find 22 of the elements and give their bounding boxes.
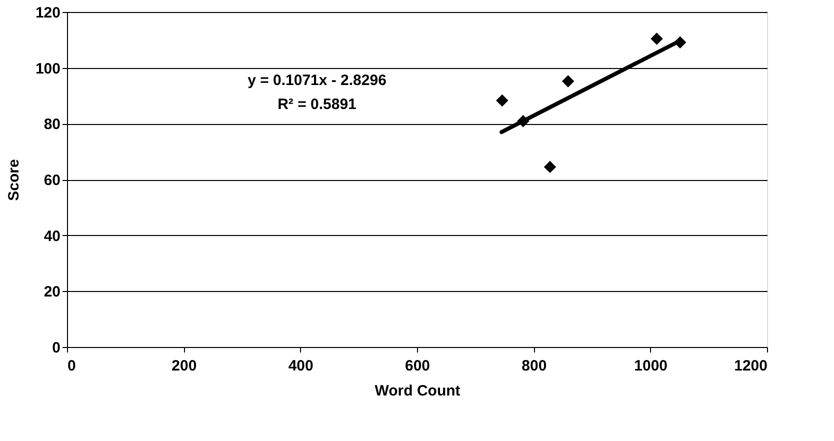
x-axis-title: Word Count bbox=[374, 382, 460, 400]
y-axis-title: Score bbox=[5, 159, 22, 201]
annotation: R² = 0.5891 bbox=[278, 96, 356, 113]
y-tick-label: 0 bbox=[52, 340, 60, 356]
point bbox=[496, 94, 508, 107]
point bbox=[544, 160, 556, 174]
y-tick-label: 120 bbox=[35, 4, 60, 22]
x-tick-label: 0 bbox=[68, 358, 76, 374]
y-tick-label: 20 bbox=[44, 284, 60, 301]
x-tick-label: 600 bbox=[404, 358, 430, 374]
x-tick-label: 400 bbox=[288, 358, 314, 374]
x-tick-label: 800 bbox=[522, 358, 547, 374]
x-tick-label: 200 bbox=[172, 358, 197, 374]
y-tick-label: 100 bbox=[35, 60, 60, 78]
y-tick-label: 40 bbox=[44, 228, 60, 245]
x-tick-label: 1000 bbox=[634, 358, 668, 374]
point bbox=[650, 32, 663, 45]
point bbox=[562, 75, 574, 88]
x-tick-label: 1200 bbox=[734, 358, 768, 374]
y-tick-label: 60 bbox=[44, 172, 60, 189]
y-tick-label: 80 bbox=[44, 116, 60, 134]
annotation: y = 0.1071x - 2.8296 bbox=[248, 72, 386, 89]
